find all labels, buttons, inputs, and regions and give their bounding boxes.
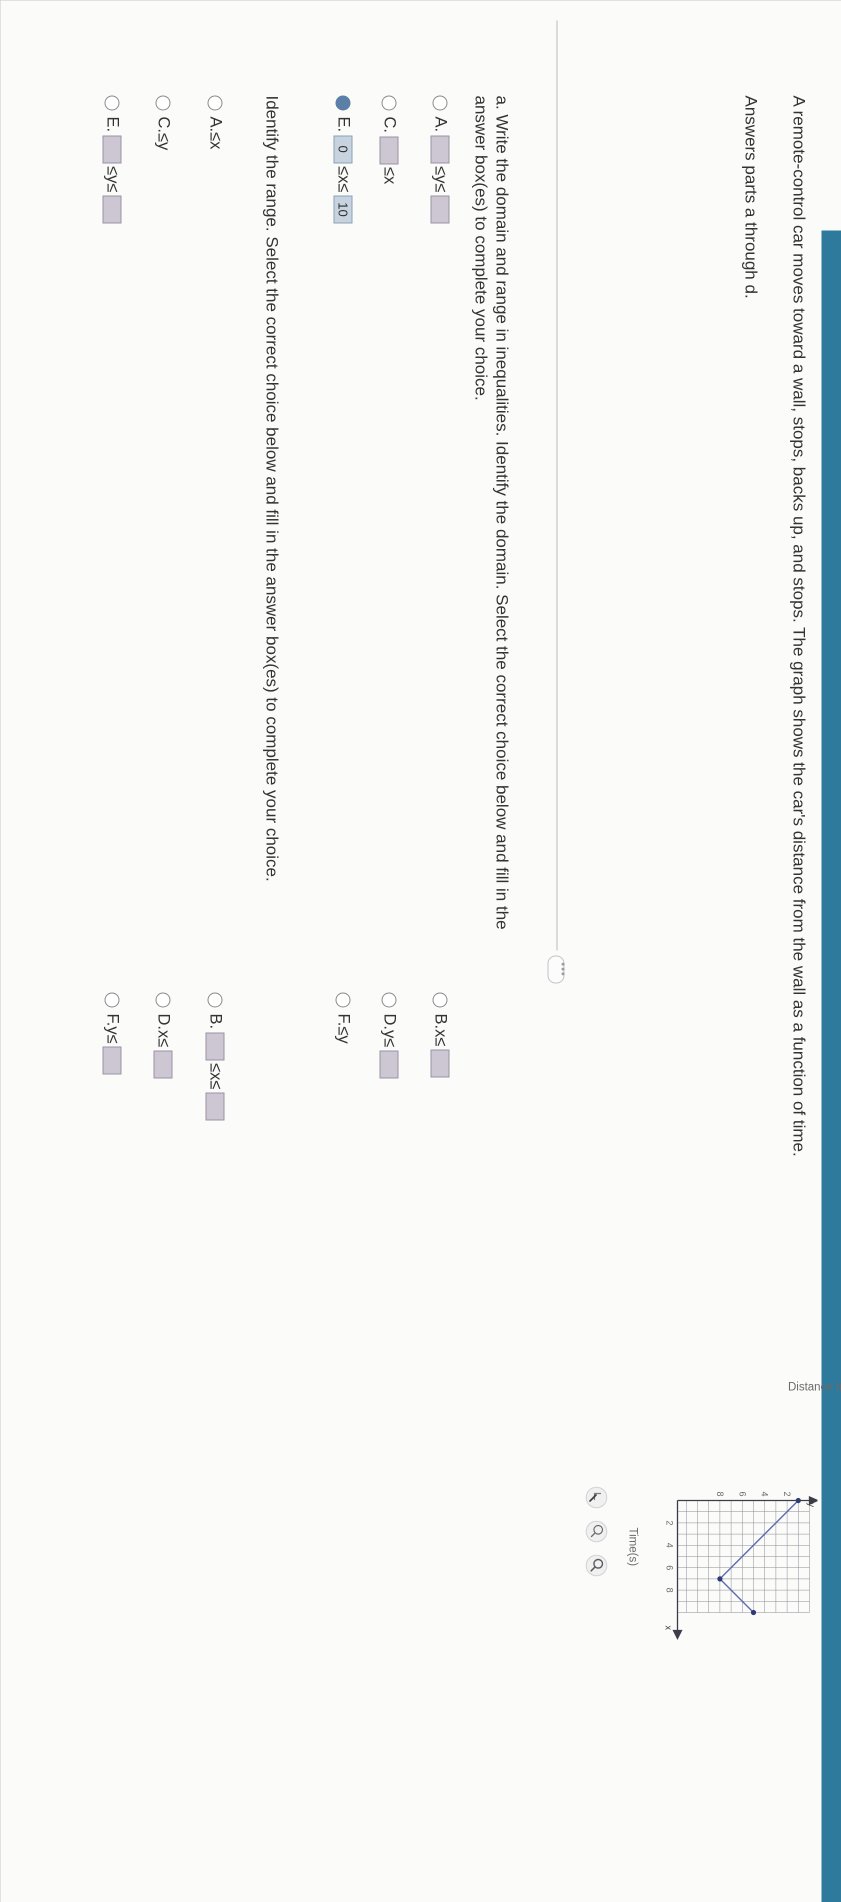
svg-text:6: 6 (664, 1565, 674, 1570)
svg-text:4: 4 (664, 1542, 674, 1547)
svg-text:8: 8 (715, 1491, 725, 1496)
svg-text:x: x (663, 1625, 673, 1630)
svg-text:4: 4 (759, 1491, 769, 1496)
svg-text:2: 2 (664, 1520, 674, 1525)
svg-text:8: 8 (664, 1587, 674, 1592)
svg-text:6: 6 (737, 1491, 747, 1496)
svg-text:2: 2 (782, 1491, 792, 1496)
svg-text:y: y (806, 1502, 816, 1507)
